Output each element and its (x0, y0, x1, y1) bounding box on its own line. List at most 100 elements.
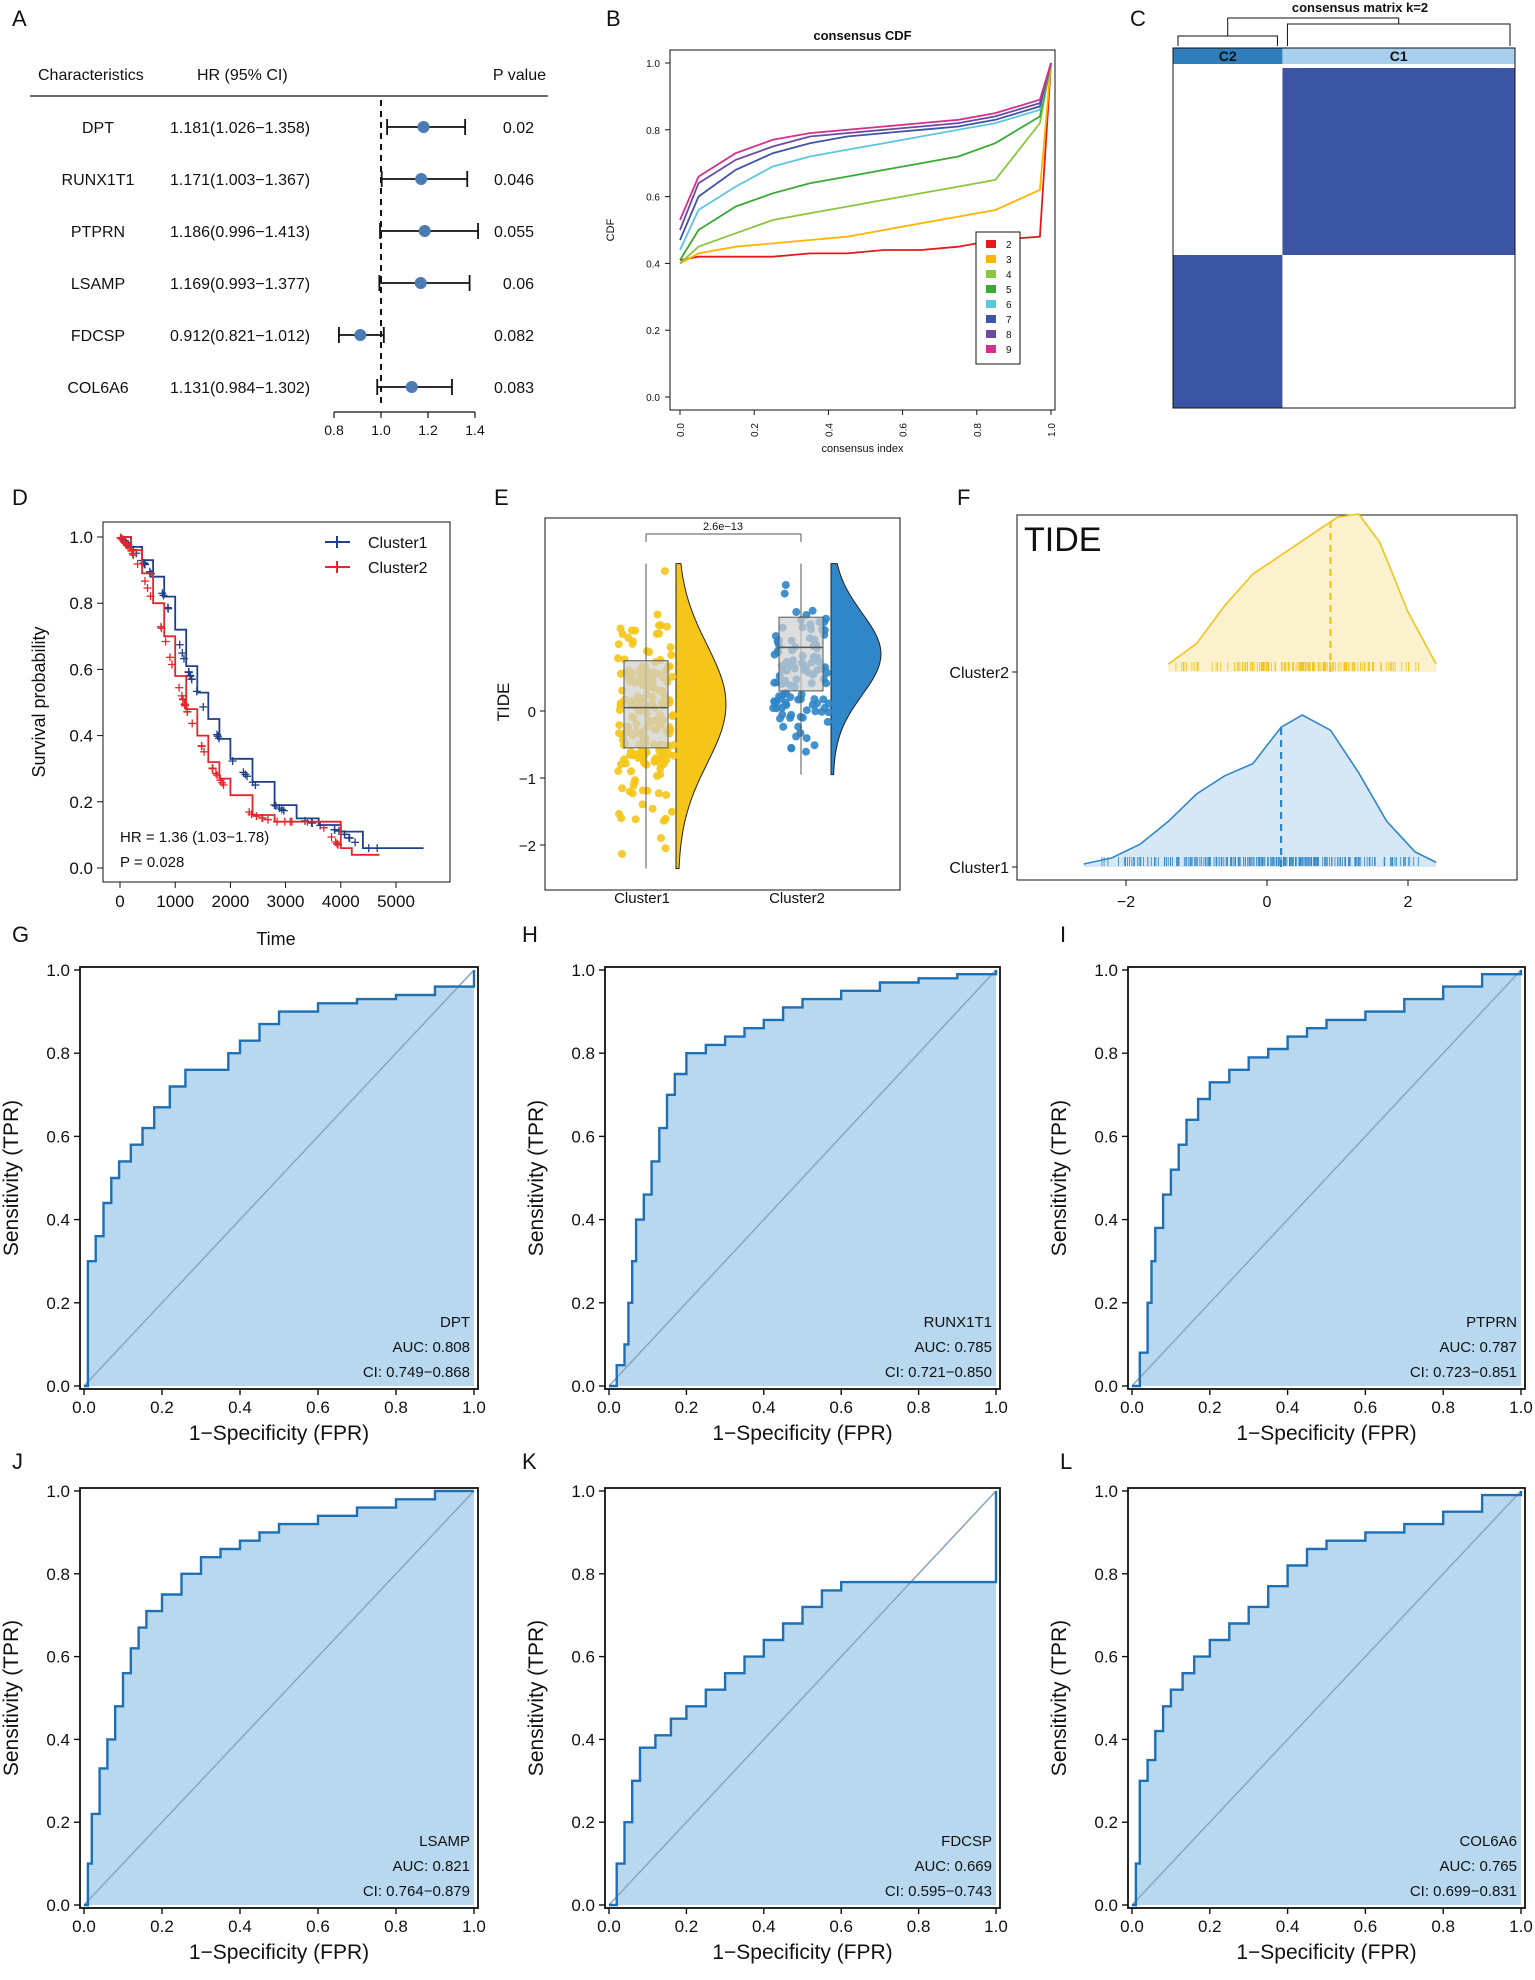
data-point (660, 567, 669, 576)
panel-label-c: C (1130, 6, 1146, 31)
y-tick-label: 0.4 (69, 727, 93, 746)
cdf-line (679, 62, 1052, 265)
km-curve (120, 536, 380, 856)
y-axis-label: Survival probability (29, 626, 49, 777)
data-point (614, 767, 623, 776)
diagonal-reference (83, 969, 475, 1387)
y-tick-label: 0.2 (646, 326, 660, 337)
roc-gene-label: FDCSP (941, 1833, 992, 1850)
y-axis-label: TIDE (494, 683, 513, 722)
data-point (634, 754, 643, 763)
x-axis-label: 1−Specificity (FPR) (1236, 1422, 1416, 1445)
diagonal-reference (1131, 1490, 1522, 1906)
x-tick-label: 4000 (322, 892, 360, 911)
data-point (802, 734, 811, 743)
x-tick-label: 1.0 (1509, 1398, 1533, 1417)
data-point (811, 707, 820, 716)
violin-half (675, 563, 727, 869)
data-point (615, 809, 623, 818)
data-point (656, 764, 665, 773)
x-tick-label: 0.8 (907, 1398, 931, 1417)
roc-plot-fdcsp: 0.00.0 0.2 0.2 0.4 0.4 0.6 0.6 0.8 0.8 1.0 1.0 1−Sp… (525, 1482, 1008, 1964)
data-point (779, 722, 788, 731)
x-tick-label: 0.2 (150, 1398, 174, 1417)
p-annotation: P = 0.028 (120, 854, 184, 871)
roc-gene-label: PTPRN (1466, 1314, 1517, 1331)
data-point (662, 791, 671, 799)
data-point (787, 744, 796, 753)
data-point (616, 624, 625, 633)
y-tick-label: 0.2 (571, 1294, 595, 1313)
x-tick-label: 0.8 (973, 423, 984, 437)
roc-gene-label: DPT (440, 1314, 470, 1331)
roc-auc-label: AUC: 0.821 (392, 1858, 470, 1875)
data-point (808, 606, 817, 615)
roc-curve (1132, 1491, 1523, 1907)
data-point (629, 781, 638, 790)
x-tick-label: 0.2 (675, 1917, 699, 1936)
data-point (781, 581, 790, 589)
box-iqr (623, 660, 669, 749)
x-tick-label: 0.6 (899, 423, 910, 437)
roc-curve (1132, 970, 1523, 1388)
x-tick-label: 0.4 (824, 423, 835, 437)
data-point (631, 815, 640, 824)
km-curve (120, 536, 424, 849)
roc-curve (609, 1491, 998, 1907)
x-tick-label: 0.2 (1198, 1917, 1222, 1936)
data-point (627, 767, 635, 776)
row-name: RUNX1T1 (62, 172, 135, 189)
legend-label: 8 (1006, 330, 1012, 341)
cdf-line (679, 62, 1052, 261)
x-tick-label: 0.4 (228, 1917, 252, 1936)
x-tick-label: 0.8 (907, 1917, 931, 1936)
roc-plot-col6a6: 0.00.0 0.2 0.2 0.4 0.4 0.6 0.6 0.8 0.8 1.0 1.0 1−Sp… (1048, 1482, 1533, 1964)
row-pvalue: 0.082 (494, 328, 534, 345)
plot-frame (604, 966, 1001, 1390)
x-tick-label: 0.0 (72, 1917, 96, 1936)
y-tick-label: 0.2 (46, 1294, 70, 1313)
data-point (655, 621, 663, 630)
x-tick-label: 0.6 (306, 1398, 330, 1417)
row-pvalue: 0.046 (494, 172, 534, 189)
x-tick-label: 0.6 (829, 1398, 853, 1417)
roc-auc-label: AUC: 0.765 (1439, 1858, 1517, 1875)
data-point (653, 772, 662, 780)
y-tick-label: 0.0 (1094, 1896, 1118, 1915)
cdf-line (679, 62, 1052, 221)
data-point (628, 789, 637, 798)
legend-label: Cluster2 (368, 560, 428, 577)
panel-label-e: E (494, 485, 509, 510)
x-tick-label: 2 (1404, 894, 1413, 911)
data-point (618, 784, 627, 793)
diagonal-reference (608, 1490, 997, 1906)
diagonal-reference (83, 1490, 475, 1906)
legend-label: Cluster1 (368, 535, 428, 552)
y-category-label: Cluster2 (949, 665, 1009, 682)
x-tick-label: 1.0 (462, 1917, 486, 1936)
p-value-label: 2.6e−13 (703, 521, 743, 533)
data-point (792, 608, 801, 616)
y-tick-label: 0 (528, 704, 536, 721)
y-tick-label: 0.4 (646, 259, 660, 270)
row-pvalue: 0.02 (503, 120, 534, 137)
data-point (794, 695, 803, 704)
legend-swatch (986, 345, 996, 353)
y-axis-label: Sensitivity (TPR) (0, 1620, 23, 1776)
row-hr-ci: 0.912(0.821−1.012) (170, 328, 310, 345)
data-point (820, 703, 829, 712)
y-tick-label: 0.8 (1094, 1044, 1118, 1063)
row-name: FDCSP (71, 328, 125, 345)
roc-ci-label: CI: 0.723−0.851 (1410, 1364, 1517, 1381)
row-pvalue: 0.083 (494, 380, 534, 397)
box-iqr (778, 616, 824, 692)
y-tick-label: 0.0 (1094, 1377, 1118, 1396)
data-point (794, 722, 803, 731)
cdf-line (679, 62, 1052, 251)
row-hr-ci: 1.181(1.026−1.358) (170, 120, 310, 137)
x-tick-label: 1.0 (371, 422, 391, 438)
data-point (626, 750, 635, 759)
panel-label-k: K (522, 1449, 537, 1474)
x-tick-label: 1.4 (465, 422, 485, 438)
x-tick-label: 0.6 (1354, 1398, 1378, 1417)
